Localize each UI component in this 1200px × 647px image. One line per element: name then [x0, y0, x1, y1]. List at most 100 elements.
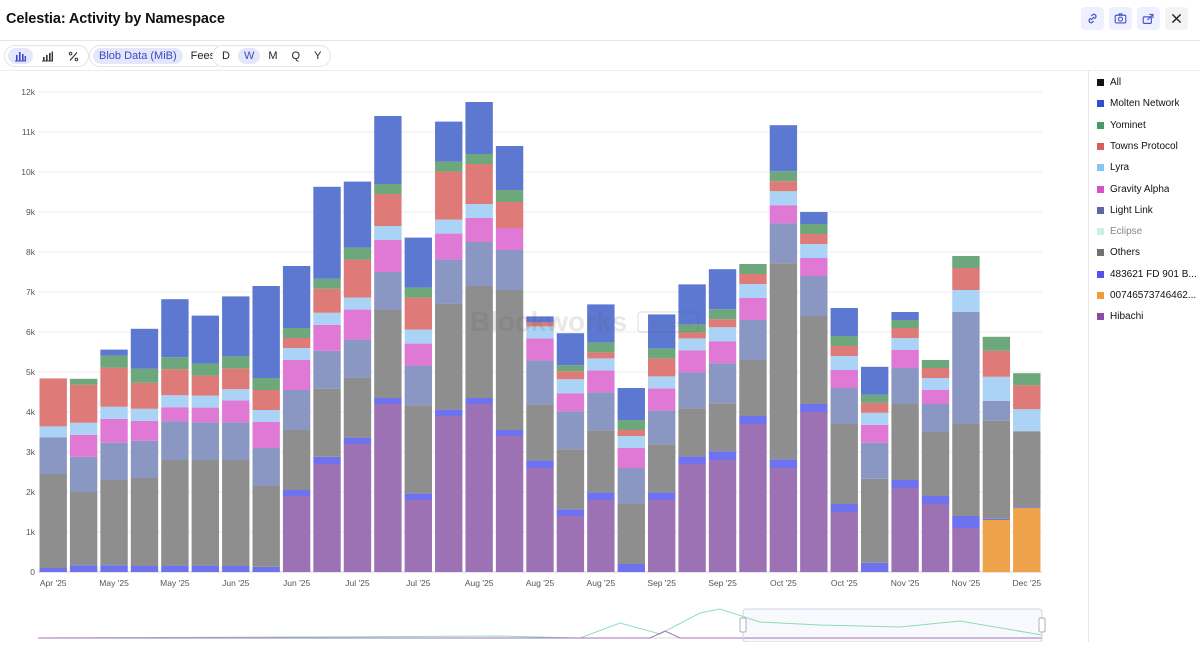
- bar-segment[interactable]: [313, 388, 341, 457]
- bar-segment[interactable]: [374, 404, 402, 572]
- bar-segment[interactable]: [313, 456, 341, 464]
- bar-segment[interactable]: [526, 338, 554, 361]
- bar-segment[interactable]: [739, 320, 767, 360]
- bar-segment[interactable]: [435, 416, 463, 572]
- bar-segment[interactable]: [343, 377, 372, 438]
- bar-segment[interactable]: [465, 204, 493, 218]
- bar-segment[interactable]: [100, 418, 128, 443]
- bar-segment[interactable]: [374, 226, 402, 240]
- bar-segment[interactable]: [587, 392, 615, 431]
- bar-segment[interactable]: [161, 407, 189, 422]
- legend-item[interactable]: 00746573746462...: [1097, 290, 1199, 301]
- stacked-bar-chart-button[interactable]: [8, 48, 33, 64]
- bar-segment[interactable]: [769, 171, 798, 182]
- bar-segment[interactable]: [860, 562, 889, 572]
- bar-segment[interactable]: [495, 228, 524, 250]
- bar-segment[interactable]: [587, 430, 615, 493]
- bar-segment[interactable]: [769, 459, 798, 468]
- bar-segment[interactable]: [617, 468, 645, 504]
- bar-segment[interactable]: [830, 346, 858, 356]
- bar-segment[interactable]: [708, 327, 737, 342]
- bar-segment[interactable]: [222, 400, 250, 423]
- bar-segment[interactable]: [222, 566, 250, 572]
- bar-segment[interactable]: [435, 171, 463, 220]
- bar-segment[interactable]: [678, 284, 706, 325]
- bar-segment[interactable]: [39, 568, 67, 572]
- bar-segment[interactable]: [130, 420, 159, 441]
- bar-segment[interactable]: [617, 504, 645, 564]
- bar-segment[interactable]: [404, 493, 432, 500]
- bar-segment[interactable]: [982, 350, 1011, 377]
- bar-segment[interactable]: [404, 343, 432, 366]
- bar-segment[interactable]: [556, 516, 585, 572]
- bar-segment[interactable]: [952, 528, 980, 572]
- bar-segment[interactable]: [648, 444, 676, 493]
- bar-segment[interactable]: [982, 420, 1011, 519]
- bar-segment[interactable]: [495, 250, 524, 290]
- bar-segment[interactable]: [1013, 431, 1041, 508]
- bar-segment[interactable]: [800, 404, 828, 412]
- bar-segment[interactable]: [769, 205, 798, 224]
- bar-segment[interactable]: [800, 244, 828, 258]
- bar-segment[interactable]: [1013, 409, 1041, 432]
- bar-segment[interactable]: [921, 496, 950, 504]
- bar-segment[interactable]: [282, 348, 311, 360]
- bar-segment[interactable]: [739, 416, 767, 424]
- bar-segment[interactable]: [161, 395, 189, 408]
- bar-segment[interactable]: [556, 365, 585, 372]
- bar-segment[interactable]: [556, 333, 585, 366]
- bar-segment[interactable]: [648, 410, 676, 445]
- bar-segment[interactable]: [678, 464, 706, 572]
- bar-segment[interactable]: [313, 350, 341, 389]
- bar-segment[interactable]: [100, 355, 128, 368]
- bar-segment[interactable]: [952, 516, 980, 528]
- bar-segment[interactable]: [69, 422, 98, 435]
- bar-segment[interactable]: [708, 460, 737, 572]
- bar-segment[interactable]: [343, 259, 372, 298]
- metric-blob-data-button[interactable]: Blob Data (MiB): [93, 48, 183, 64]
- bar-segment[interactable]: [252, 448, 280, 486]
- bar-segment[interactable]: [343, 309, 372, 340]
- bar-segment[interactable]: [800, 234, 828, 244]
- bar-series[interactable]: [39, 102, 1041, 572]
- bar-segment[interactable]: [374, 398, 402, 404]
- bar-segment[interactable]: [708, 451, 737, 460]
- legend-item[interactable]: Lyra: [1097, 162, 1199, 173]
- bar-segment[interactable]: [587, 500, 615, 572]
- bar-segment[interactable]: [100, 349, 128, 356]
- bar-segment[interactable]: [769, 125, 798, 172]
- bar-segment[interactable]: [587, 492, 615, 500]
- legend-item[interactable]: 483621 FD 901 B...: [1097, 269, 1199, 280]
- bar-segment[interactable]: [708, 363, 737, 404]
- bar-segment[interactable]: [191, 407, 220, 423]
- bar-segment[interactable]: [891, 338, 919, 350]
- bar-segment[interactable]: [860, 442, 889, 479]
- bar-segment[interactable]: [921, 368, 950, 378]
- bar-segment[interactable]: [282, 496, 311, 572]
- bar-segment[interactable]: [191, 315, 220, 364]
- bar-segment[interactable]: [952, 312, 980, 424]
- metric-fees-button[interactable]: Fees: [190, 50, 216, 62]
- bar-segment[interactable]: [343, 297, 372, 310]
- bar-segment[interactable]: [282, 490, 311, 496]
- bar-segment[interactable]: [800, 258, 828, 276]
- bar-segment[interactable]: [1013, 385, 1041, 410]
- bar-segment[interactable]: [921, 360, 950, 368]
- bar-segment[interactable]: [526, 322, 554, 327]
- bar-segment[interactable]: [952, 424, 980, 516]
- bar-segment[interactable]: [191, 565, 220, 572]
- bar-segment[interactable]: [465, 286, 493, 398]
- bar-segment[interactable]: [465, 154, 493, 164]
- bar-segment[interactable]: [708, 319, 737, 328]
- bar-segment[interactable]: [465, 398, 493, 404]
- bar-segment[interactable]: [556, 509, 585, 516]
- bar-segment[interactable]: [465, 218, 493, 242]
- bar-segment[interactable]: [222, 460, 250, 566]
- bar-segment[interactable]: [404, 287, 432, 298]
- bar-segment[interactable]: [800, 412, 828, 572]
- bar-segment[interactable]: [161, 421, 189, 460]
- bar-segment[interactable]: [982, 336, 1011, 351]
- bar-segment[interactable]: [465, 102, 493, 154]
- bar-segment[interactable]: [222, 296, 250, 357]
- bar-segment[interactable]: [556, 411, 585, 450]
